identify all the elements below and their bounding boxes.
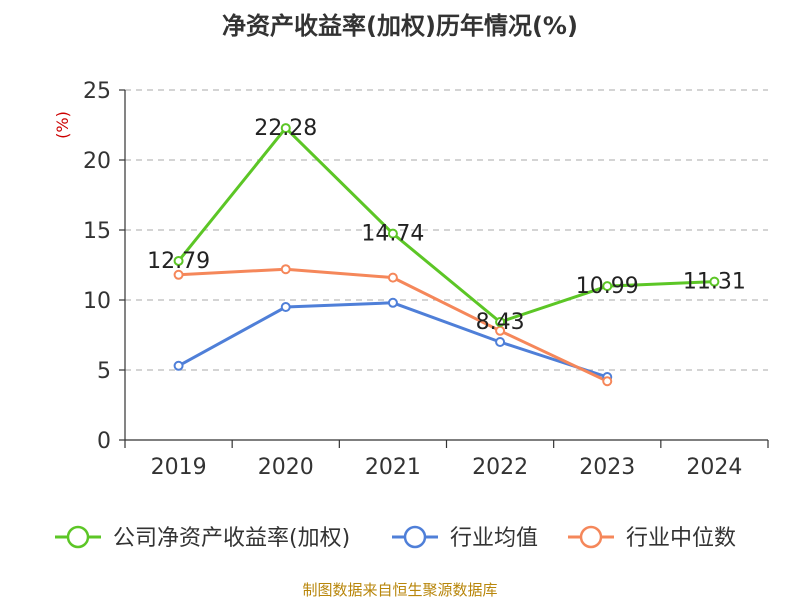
data-point <box>387 272 398 283</box>
y-tick-labels: 0 5 10 15 20 25 <box>83 79 111 454</box>
data-point <box>387 297 398 308</box>
data-label: 10.99 <box>576 274 639 299</box>
y-tick-label: 15 <box>83 219 111 244</box>
x-tick-label: 2023 <box>579 455 635 480</box>
grid-lines <box>125 89 768 371</box>
legend-marker <box>579 525 603 549</box>
data-label: 12.79 <box>147 249 210 274</box>
axes <box>119 89 769 448</box>
data-point <box>280 123 291 134</box>
series-lines <box>177 126 715 383</box>
data-point <box>173 360 184 371</box>
chart-title: 净资产收益率(加权)历年情况(%) <box>222 12 578 40</box>
data-point <box>173 269 184 280</box>
data-point <box>280 264 291 275</box>
y-tick-label: 25 <box>83 79 111 104</box>
data-point <box>602 376 613 387</box>
data-label: 11.31 <box>683 270 746 295</box>
legend-marker <box>403 525 427 549</box>
data-point <box>173 255 184 266</box>
data-point <box>709 276 720 287</box>
data-point <box>280 302 291 312</box>
series-line <box>178 267 608 383</box>
y-tick-label: 0 <box>97 429 111 454</box>
source-footer: 制图数据来自恒生聚源数据库 <box>302 581 498 599</box>
y-tick-label: 10 <box>83 289 111 314</box>
data-point <box>602 281 613 292</box>
legend: 公司净资产收益率(加权) 行业均值 行业中位数 <box>55 525 736 551</box>
x-tick-label: 2022 <box>472 455 528 480</box>
data-label: 22.28 <box>254 116 317 141</box>
legend-label: 行业中位数 <box>626 526 736 551</box>
y-tick-label: 5 <box>97 359 111 384</box>
x-tick-label: 2021 <box>365 455 421 480</box>
legend-marker <box>66 525 90 549</box>
y-axis-unit-label: (%) <box>53 111 72 139</box>
y-tick-label: 20 <box>83 149 111 174</box>
series-points <box>173 123 720 387</box>
data-label: 8.43 <box>476 310 525 335</box>
legend-label: 公司净资产收益率(加权) <box>113 526 350 551</box>
data-label: 14.74 <box>361 222 424 247</box>
data-labels: 12.79 22.28 14.74 8.43 10.99 11.31 <box>147 116 746 335</box>
legend-label: 行业均值 <box>450 526 538 551</box>
x-tick-label: 2024 <box>686 455 742 480</box>
series-line <box>177 126 715 324</box>
data-point <box>495 316 506 327</box>
data-point <box>387 228 398 239</box>
series-line <box>177 301 608 379</box>
x-tick-label: 2020 <box>258 455 314 480</box>
x-tick-labels: 2019 2020 2021 2022 2023 2024 <box>151 455 743 480</box>
x-tick-label: 2019 <box>151 455 207 480</box>
data-point <box>495 337 506 347</box>
